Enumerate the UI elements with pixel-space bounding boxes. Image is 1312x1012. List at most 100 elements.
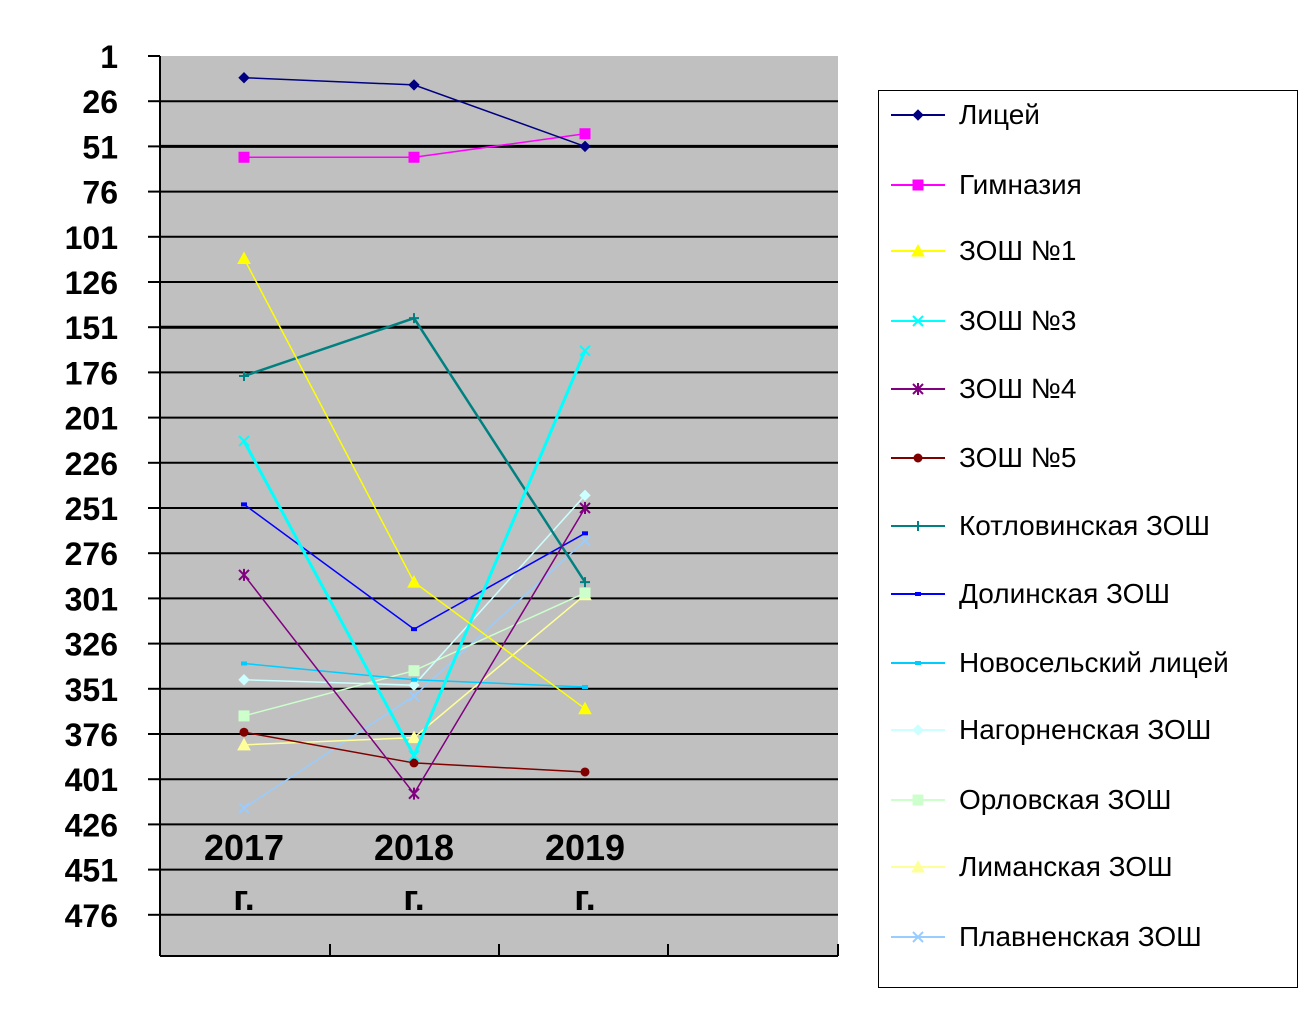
legend-label: Новосельский лицей (959, 647, 1229, 678)
series-Лицей (238, 71, 591, 153)
data-point (411, 677, 417, 682)
legend-marker (912, 109, 924, 121)
data-point (238, 802, 250, 814)
data-point (578, 701, 592, 715)
legend-label: ЗОШ №4 (959, 373, 1077, 404)
legend-marker (913, 521, 923, 531)
legend-swatch (891, 931, 945, 943)
y-tick-label: 201 (65, 401, 118, 437)
legend-swatch (891, 661, 945, 665)
legend-swatch (891, 453, 945, 463)
data-point (580, 577, 590, 588)
data-point (579, 534, 591, 547)
legend-swatch (891, 724, 945, 736)
data-point (579, 489, 591, 502)
legend-swatch (891, 243, 945, 257)
legend-swatch (891, 179, 945, 191)
series-Гимназия (238, 128, 591, 163)
legend-label: ЗОШ №1 (959, 235, 1077, 266)
data-point (241, 661, 247, 666)
x-tick-suffix: г. (574, 877, 595, 918)
legend-marker (915, 661, 921, 665)
legend-swatch (891, 859, 945, 873)
data-point (408, 787, 420, 800)
data-point (408, 79, 420, 91)
data-point (579, 502, 591, 514)
legend-label: Долинская ЗОШ (959, 578, 1171, 609)
y-tick-label: 76 (82, 175, 118, 211)
data-point (238, 710, 250, 722)
data-point (579, 587, 591, 599)
data-point (408, 151, 420, 163)
y-tick-label: 476 (65, 898, 118, 934)
legend-label: Нагорненская ЗОШ (959, 714, 1212, 745)
legend-label: Лицей (959, 99, 1040, 130)
y-tick-label: 426 (65, 807, 118, 843)
data-point (238, 151, 250, 163)
legend-swatch (891, 592, 945, 596)
legend-marker (915, 592, 921, 596)
data-point (579, 128, 591, 140)
legend-swatch (891, 315, 945, 327)
data-point (238, 71, 250, 84)
data-point (407, 575, 421, 588)
y-tick-label: 401 (65, 762, 118, 798)
series-Нагорненская ЗОШ (238, 489, 591, 691)
data-point (408, 679, 420, 691)
data-point (238, 568, 250, 581)
data-point (408, 749, 420, 762)
y-tick-label: 126 (65, 265, 118, 301)
y-tick-label: 26 (82, 84, 118, 120)
y-tick-label: 226 (65, 446, 118, 482)
data-point (407, 730, 421, 744)
series-ЗОШ №5 (239, 727, 590, 777)
legend-marker (911, 859, 925, 873)
y-tick-label: 276 (65, 536, 118, 572)
x-tick-suffix: г. (403, 877, 424, 918)
data-point (411, 627, 417, 632)
data-point (582, 684, 588, 689)
y-tick-label: 326 (65, 627, 118, 663)
x-tick-label: 2019 (545, 827, 625, 868)
y-tick-label: 101 (65, 220, 118, 256)
data-point (237, 251, 251, 264)
chart-legend: Лицей Гимназия ЗОШ №1 ЗОШ №3 ЗОШ №4 ЗОШ №5 Кот… (878, 90, 1298, 988)
legend-marker (912, 724, 924, 736)
y-tick-label: 301 (65, 581, 118, 617)
legend-label: Лиманская ЗОШ (959, 851, 1173, 882)
y-tick-label: 1 (100, 39, 118, 75)
series-Плавненская ЗОШ (238, 534, 591, 814)
data-point (241, 502, 247, 507)
x-tick-label: 2018 (374, 827, 454, 868)
series-Котловинская ЗОШ (239, 313, 590, 588)
legend-marker (912, 315, 924, 327)
legend-marker (913, 453, 923, 463)
legend-marker (912, 383, 924, 395)
data-point (239, 727, 249, 737)
y-tick-label: 376 (65, 717, 118, 753)
line-chart: 1265176101126151176201226251276301326351… (65, 39, 839, 957)
plot-area (160, 56, 838, 956)
legend-label: ЗОШ №3 (959, 305, 1077, 336)
y-tick-label: 151 (65, 310, 118, 346)
legend-label: Орловская ЗОШ (959, 784, 1172, 815)
y-tick-label: 176 (65, 355, 118, 391)
y-tick-label: 251 (65, 491, 118, 527)
data-point (237, 737, 251, 751)
series-Орловская ЗОШ (238, 587, 591, 722)
legend-swatch (891, 109, 945, 121)
data-point (582, 531, 588, 536)
data-point (580, 767, 590, 777)
series-ЗОШ №4 (238, 502, 591, 800)
series-Новосельский лицей (241, 661, 588, 689)
y-tick-label: 351 (65, 672, 118, 708)
data-point (238, 435, 250, 447)
data-point (238, 674, 250, 686)
legend-marker (912, 931, 924, 943)
series-ЗОШ №1 (237, 251, 592, 715)
x-tick-label: 2017 (204, 827, 284, 868)
data-point (579, 344, 591, 357)
series-ЗОШ №3 (238, 344, 591, 762)
legend-marker (912, 794, 924, 806)
legend-swatch (891, 383, 945, 395)
